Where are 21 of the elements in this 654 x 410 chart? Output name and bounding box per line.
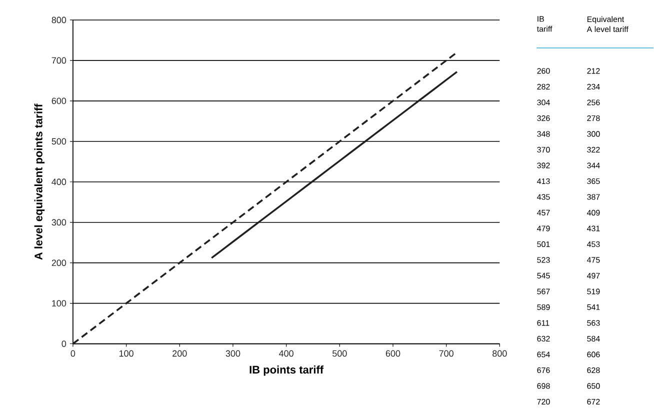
x-tick-label: 500 bbox=[332, 350, 347, 357]
x-tick-label: 100 bbox=[119, 350, 134, 357]
x-tick-label: 300 bbox=[226, 350, 240, 357]
y-tick-label: 600 bbox=[52, 98, 66, 104]
line-series bbox=[210, 71, 458, 260]
y-tick-label: 500 bbox=[52, 138, 66, 145]
x-tick-label: 700 bbox=[439, 350, 454, 357]
y-tick-label: 800 bbox=[52, 16, 66, 24]
y-tick-label: 100 bbox=[52, 300, 66, 307]
y-tick-label: 300 bbox=[52, 219, 66, 226]
y-tick-label: 700 bbox=[52, 57, 66, 64]
x-tick-label: 200 bbox=[172, 350, 187, 357]
y-tick-label: 0 bbox=[62, 340, 66, 348]
y-tick-label: 400 bbox=[52, 178, 66, 186]
x-tick-label: 600 bbox=[386, 350, 400, 357]
x-tick-label: 400 bbox=[279, 350, 294, 357]
x-tick-label: 0 bbox=[70, 350, 76, 357]
x-tick-label: 800 bbox=[492, 350, 507, 357]
x-axis-title: IB points tariff bbox=[250, 366, 324, 376]
y-tick-label: 200 bbox=[52, 260, 66, 266]
y-axis-title: A level equivalent points tariff bbox=[34, 104, 45, 260]
